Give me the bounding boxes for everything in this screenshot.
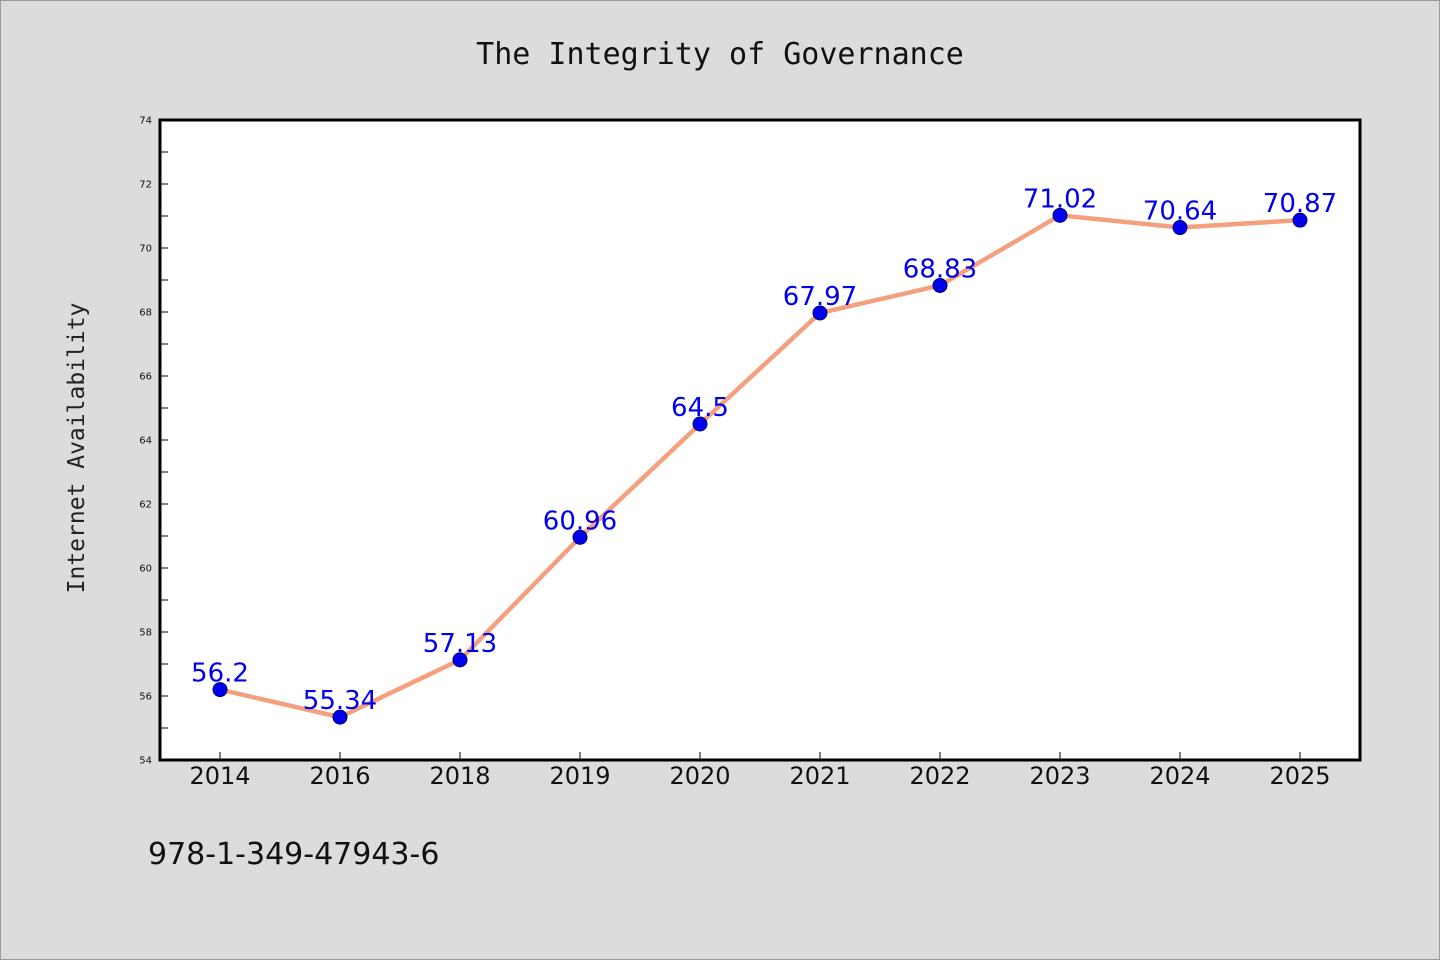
- data-label: 70.87: [1263, 189, 1337, 219]
- data-label: 70.64: [1143, 197, 1217, 227]
- x-axis-ticks: 2014 2016 2018 2019 2020 2021 2022 2023 2024 2025: [189, 752, 1331, 790]
- y-tick-label: 74: [139, 116, 152, 127]
- y-tick-label: 60: [139, 564, 152, 575]
- y-tick-label: 72: [139, 180, 152, 191]
- y-tick-label: 70: [139, 244, 152, 255]
- y-tick-label: 54: [139, 756, 152, 767]
- plot-frame: [158, 118, 1362, 762]
- data-labels: 56.2 55.34 57.13 60.96 64.5 67.97 68.83 71.02 70…: [191, 184, 1337, 716]
- data-label: 67.97: [783, 282, 857, 312]
- data-point: [212, 682, 228, 698]
- series-line-group: [217, 213, 1303, 720]
- x-tick-label: 2016: [309, 762, 370, 790]
- y-tick-label: 62: [139, 500, 152, 511]
- x-tick-label: 2020: [669, 762, 730, 790]
- data-point: [332, 709, 348, 725]
- data-point: [1052, 207, 1068, 223]
- data-point: [692, 416, 708, 432]
- data-point: [452, 652, 468, 668]
- y-tick-label: 64: [139, 436, 152, 447]
- y-tick-label: 56: [139, 692, 152, 703]
- data-label: 60.96: [543, 506, 617, 536]
- y-tick-label: 68: [139, 308, 152, 319]
- x-tick-label: 2025: [1269, 762, 1330, 790]
- series-line: [217, 213, 1303, 720]
- x-tick-label: 2022: [909, 762, 970, 790]
- data-point: [932, 277, 948, 293]
- x-tick-label: 2018: [429, 762, 490, 790]
- x-tick-label: 2021: [789, 762, 850, 790]
- y-tick-label: 66: [139, 372, 152, 383]
- data-label: 64.5: [671, 393, 729, 423]
- data-label: 55.34: [303, 686, 377, 716]
- y-tick-label: 58: [139, 628, 152, 639]
- chart-title: The Integrity of Governance: [476, 37, 964, 72]
- data-label: 56.2: [191, 659, 249, 689]
- x-tick-label: 2014: [189, 762, 250, 790]
- data-label: 71.02: [1023, 184, 1097, 214]
- x-tick-label: 2023: [1029, 762, 1090, 790]
- x-tick-label: 2019: [549, 762, 610, 790]
- data-point: [1172, 220, 1188, 236]
- data-label: 57.13: [423, 629, 497, 659]
- footnote-isbn: 978-1-349-47943-6: [148, 837, 439, 872]
- data-points: [212, 207, 1308, 725]
- data-point: [1292, 212, 1308, 228]
- data-point: [572, 529, 588, 545]
- x-tick-label: 2024: [1149, 762, 1210, 790]
- data-label: 68.83: [903, 254, 977, 284]
- y-axis-label: Internet Availability: [64, 303, 90, 594]
- data-point: [812, 305, 828, 321]
